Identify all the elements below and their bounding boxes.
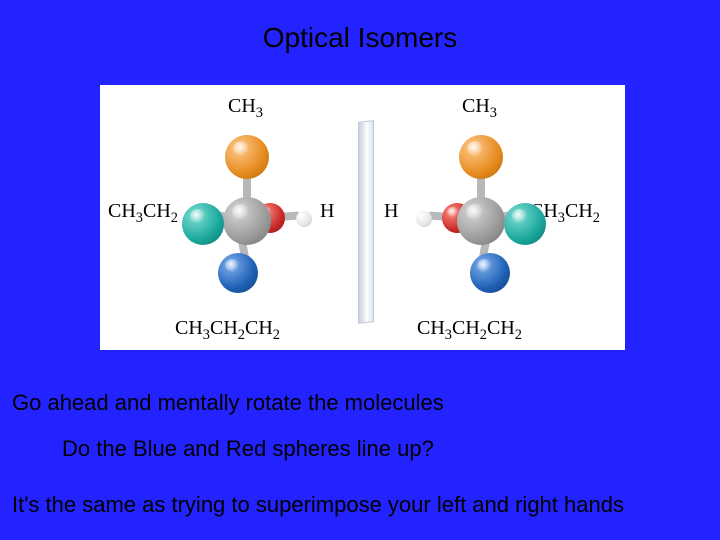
- sphere-top: [225, 135, 269, 179]
- molecule-left: CH3 CH3CH2 H CH3CH2CH2: [100, 85, 362, 350]
- diagram-panel: CH3 CH3CH2 H CH3CH2CH2 CH3 H CH3CH2 CH3C…: [100, 85, 625, 350]
- sphere-center: [457, 197, 505, 245]
- label-bottom-left: CH3CH2CH2: [175, 317, 280, 344]
- sphere-blue: [218, 253, 258, 293]
- body-line-2: Do the Blue and Red spheres line up?: [62, 436, 434, 462]
- sphere-h: [416, 211, 432, 227]
- label-bottom-right: CH3CH2CH2: [417, 317, 522, 344]
- sphere-teal: [182, 203, 224, 245]
- sphere-h: [296, 211, 312, 227]
- label-right-h: H: [384, 200, 398, 223]
- sphere-blue: [470, 253, 510, 293]
- page-title: Optical Isomers: [0, 22, 720, 54]
- sphere-teal: [504, 203, 546, 245]
- label-top-left: CH3: [228, 95, 263, 122]
- sphere-top: [459, 135, 503, 179]
- label-left-long: CH3CH2: [108, 200, 178, 227]
- body-line-3: It's the same as trying to superimpose y…: [12, 492, 624, 518]
- label-left-h: H: [320, 200, 334, 223]
- body-line-1: Go ahead and mentally rotate the molecul…: [12, 390, 444, 416]
- label-top-right: CH3: [462, 95, 497, 122]
- sphere-center: [223, 197, 271, 245]
- molecule-right: CH3 H CH3CH2 CH3CH2CH2: [362, 85, 624, 350]
